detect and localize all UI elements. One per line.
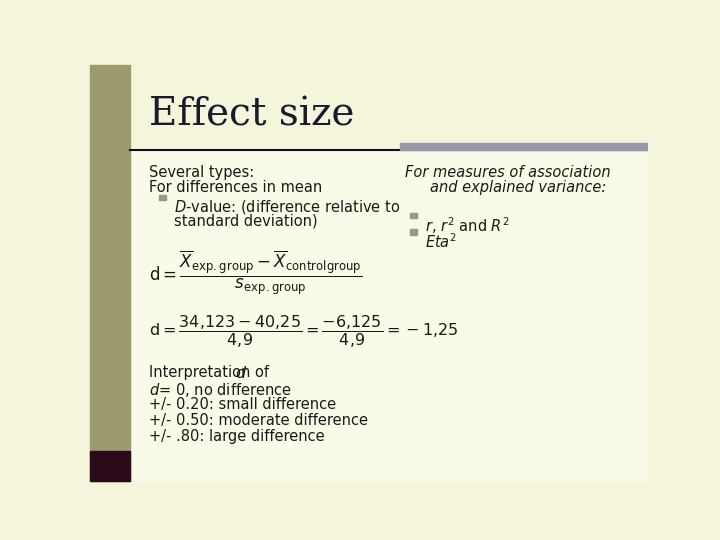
Bar: [90, 65, 130, 481]
Text: standard deviation): standard deviation): [174, 214, 318, 228]
Bar: [130, 65, 648, 150]
Text: For measures of association: For measures of association: [405, 165, 611, 180]
Bar: [410, 230, 417, 235]
Text: $\mathit{Eta}^{2}$: $\mathit{Eta}^{2}$: [426, 232, 457, 251]
Text: Effect size: Effect size: [148, 96, 354, 133]
Text: $\mathit{r}$, $\mathit{r}^{2}$ and $\mathit{R}^{2}$: $\mathit{r}$, $\mathit{r}^{2}$ and $\mat…: [426, 216, 510, 237]
Bar: [400, 143, 648, 150]
Bar: [410, 213, 417, 218]
Text: and explained variance:: and explained variance:: [431, 180, 607, 195]
Text: Interpretation of: Interpretation of: [148, 366, 273, 380]
Text: +/- 0.20: small difference: +/- 0.20: small difference: [148, 397, 336, 412]
Text: +/- 0.50: moderate difference: +/- 0.50: moderate difference: [148, 413, 368, 428]
Bar: [158, 195, 166, 200]
Bar: [130, 150, 648, 481]
Text: $\mathrm{d} = \dfrac{\overline{X}_{\mathrm{exp.group}} - \overline{X}_{\mathrm{c: $\mathrm{d} = \dfrac{\overline{X}_{\math…: [148, 249, 362, 298]
Text: $\mathit{D}$-value: (difference relative to: $\mathit{D}$-value: (difference relative…: [174, 198, 400, 216]
Text: $\mathit{d}$: $\mathit{d}$: [235, 366, 247, 381]
Bar: [90, 451, 130, 481]
Text: +/- .80: large difference: +/- .80: large difference: [148, 429, 324, 444]
Text: $\mathit{d}$= 0, no difference: $\mathit{d}$= 0, no difference: [148, 381, 292, 399]
Text: For differences in mean: For differences in mean: [148, 180, 322, 195]
Text: $\mathrm{d} = \dfrac{34{,}123 - 40{,}25}{4{,}9} = \dfrac{-6{,}125}{4{,}9} = -1{,: $\mathrm{d} = \dfrac{34{,}123 - 40{,}25}…: [148, 313, 458, 350]
Text: Several types:: Several types:: [148, 165, 254, 180]
